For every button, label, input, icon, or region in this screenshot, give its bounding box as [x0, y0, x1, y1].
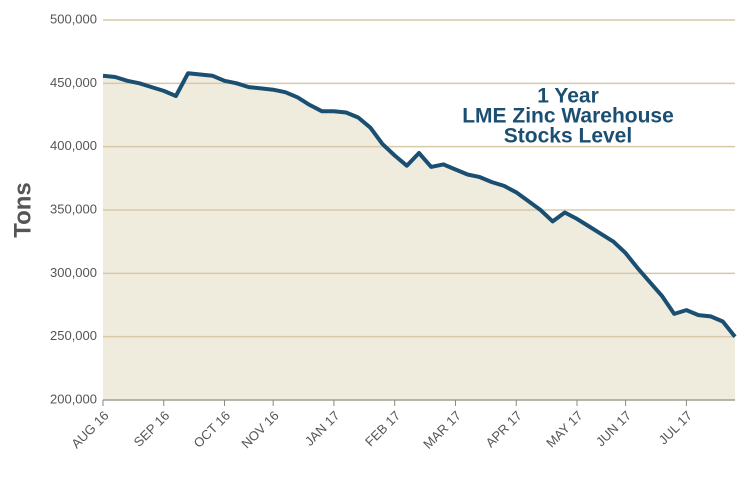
chart-title: LME Zinc Warehouse	[462, 105, 674, 128]
area-fill	[103, 73, 735, 400]
y-tick-label: 500,000	[50, 11, 97, 26]
chart-title: Stocks Level	[504, 125, 632, 148]
y-tick-label: 200,000	[50, 391, 97, 406]
chart-title: 1 Year	[537, 85, 599, 108]
x-tick-label: JAN 17	[302, 408, 343, 449]
x-tick-label: MAY 17	[543, 408, 585, 450]
x-tick-label: AUG 16	[68, 408, 111, 451]
y-tick-label: 250,000	[50, 328, 97, 343]
x-tick-label: OCT 16	[190, 408, 233, 451]
x-tick-label: NOV 16	[238, 408, 281, 451]
y-tick-label: 350,000	[50, 201, 97, 216]
x-tick-label: SEP 16	[131, 408, 173, 450]
x-tick-label: JUN 17	[593, 408, 634, 449]
x-tick-label: JUL 17	[656, 408, 695, 447]
y-tick-label: 300,000	[50, 265, 97, 280]
line	[102, 71, 737, 338]
x-tick-label: MAR 17	[420, 408, 464, 452]
x-tick-label: APR 17	[482, 408, 524, 450]
y-tick-label: 450,000	[50, 75, 97, 90]
y-axis-label: Tons	[9, 182, 36, 238]
x-tick-label: FEB 17	[362, 408, 403, 449]
y-tick-label: 400,000	[50, 138, 97, 153]
